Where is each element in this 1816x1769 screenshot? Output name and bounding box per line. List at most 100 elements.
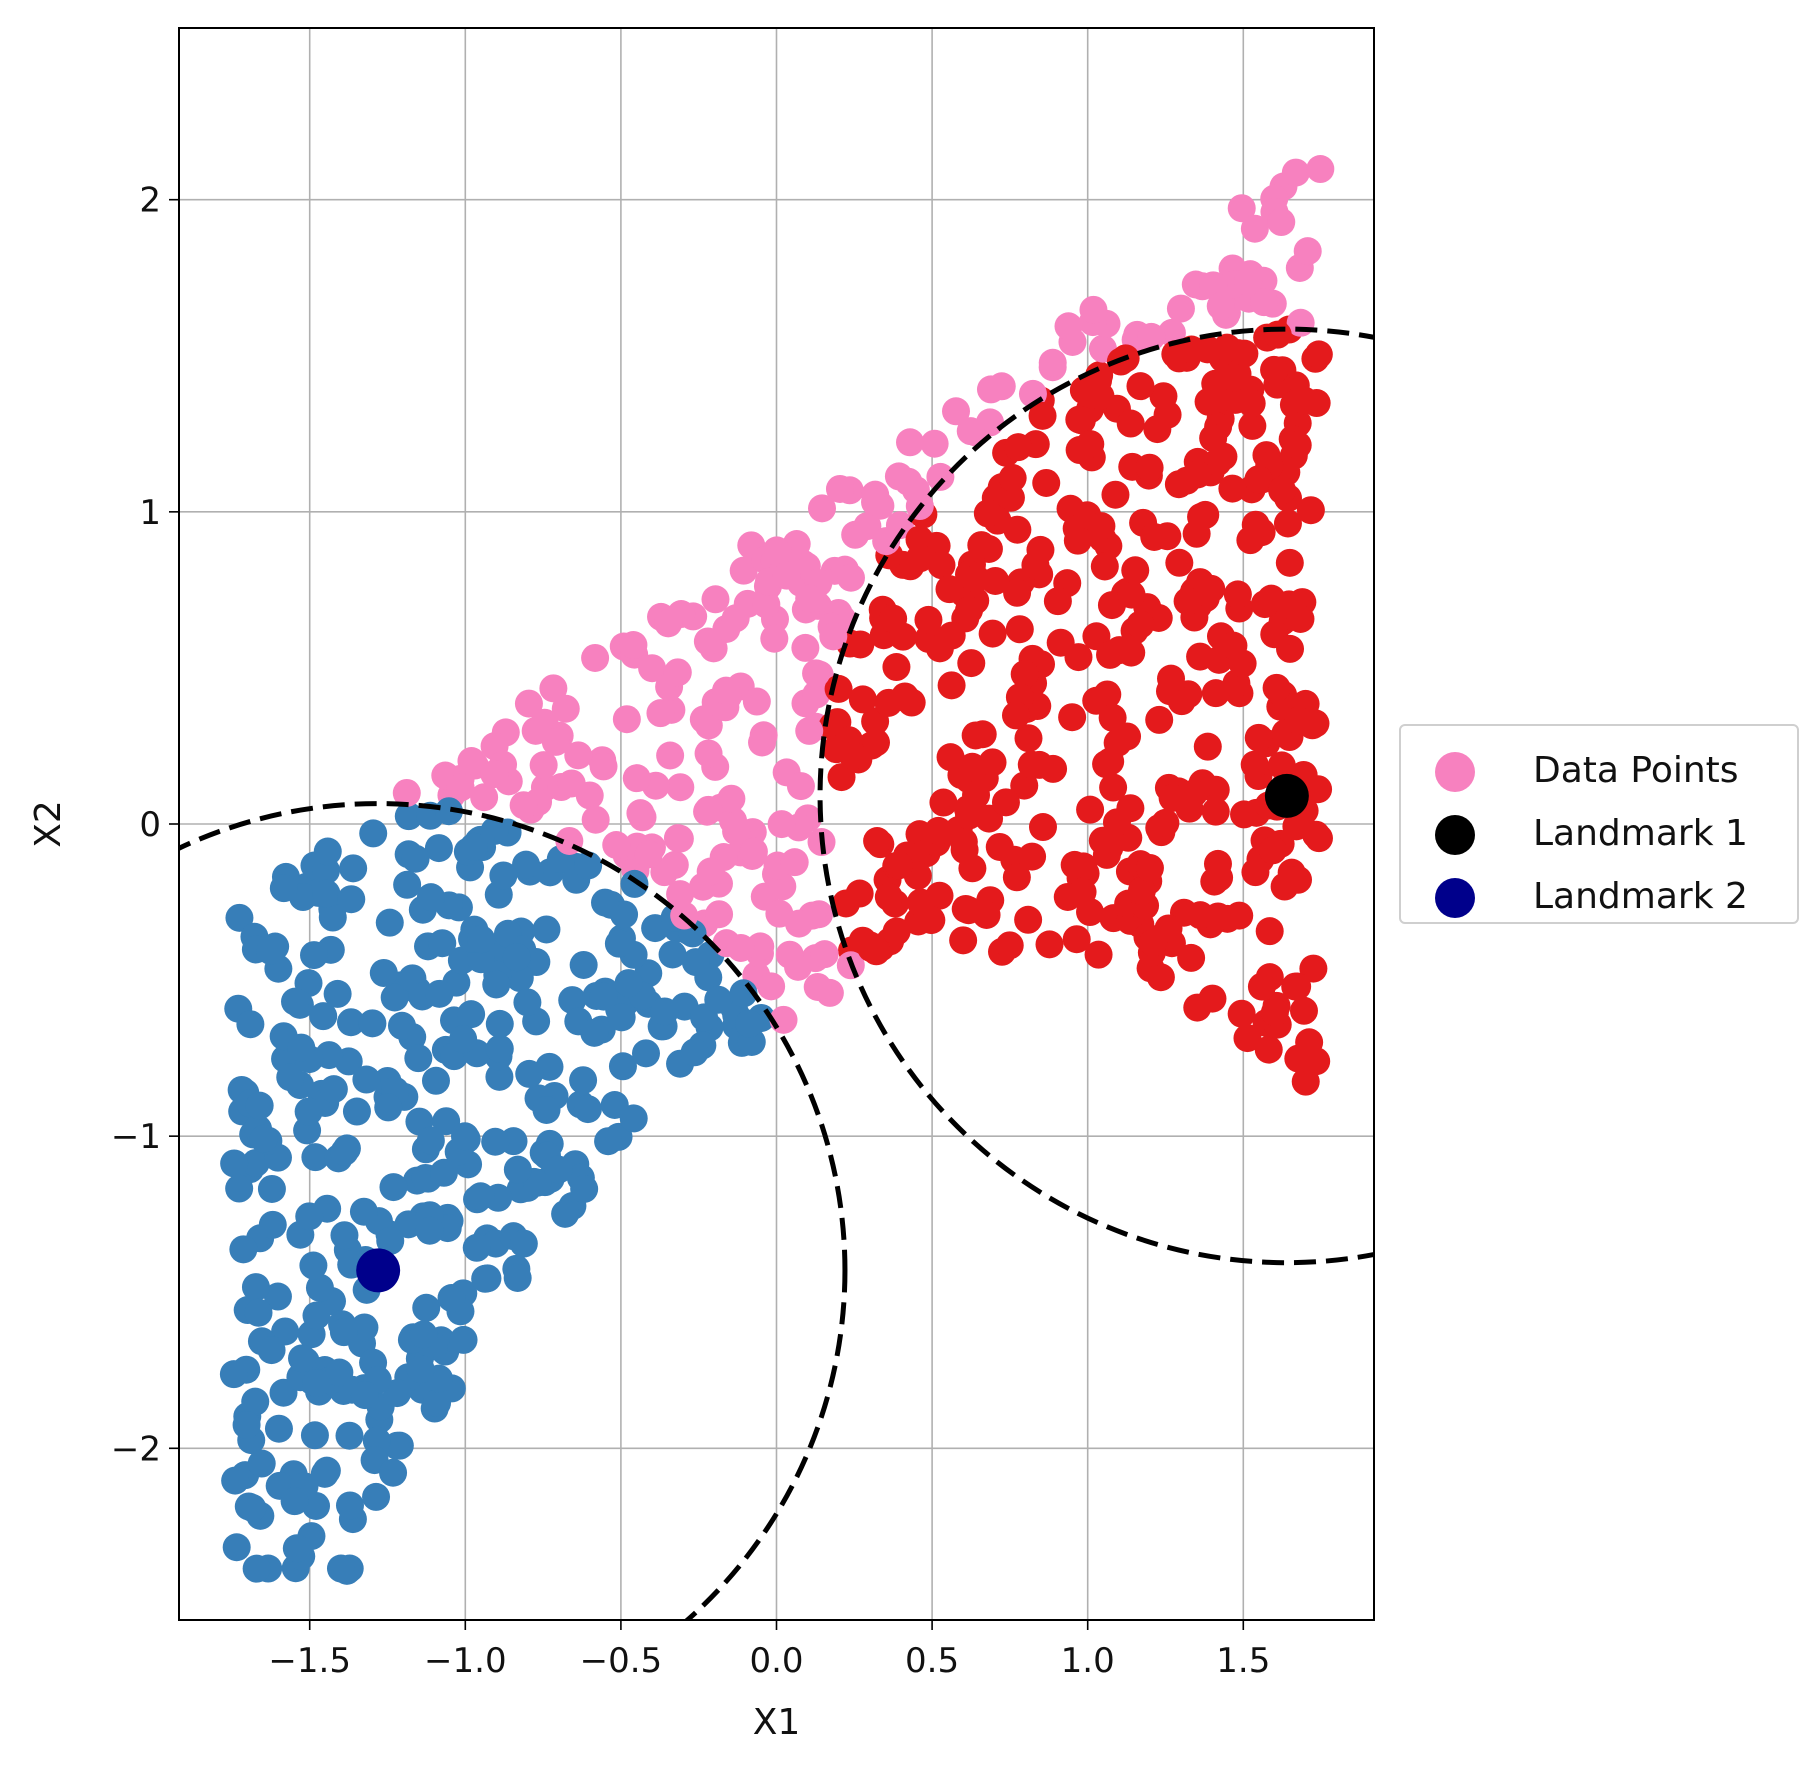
data-point-near-landmark-2	[301, 1143, 330, 1172]
data-point-near-landmark-2	[503, 1263, 532, 1292]
data-point-near-landmark-2	[362, 1482, 391, 1511]
data-point-near-landmark-2	[242, 1554, 271, 1583]
data-point	[589, 752, 618, 781]
data-point-near-landmark-1	[1219, 631, 1248, 660]
data-point-near-landmark-2	[620, 869, 649, 898]
data-point-near-landmark-2	[379, 1173, 408, 1202]
data-point-near-landmark-1	[1014, 905, 1043, 934]
data-point-near-landmark-2	[532, 1095, 561, 1124]
data-point-near-landmark-1	[1146, 963, 1175, 992]
data-point-near-landmark-2	[415, 1216, 444, 1245]
data-point-near-landmark-1	[962, 564, 991, 593]
data-point-near-landmark-2	[457, 1000, 486, 1029]
data-point	[1306, 155, 1335, 184]
data-point-near-landmark-1	[1067, 406, 1096, 435]
data-point-near-landmark-1	[1289, 996, 1318, 1025]
data-point-near-landmark-1	[1063, 526, 1092, 555]
data-point	[763, 538, 792, 567]
y-tick-label: −1	[111, 1117, 161, 1157]
data-point-near-landmark-2	[380, 983, 409, 1012]
data-point-near-landmark-1	[906, 888, 935, 917]
data-point-near-landmark-1	[1187, 502, 1216, 531]
data-point-near-landmark-1	[1157, 664, 1186, 693]
data-point	[1234, 267, 1263, 296]
data-point-near-landmark-1	[925, 634, 954, 663]
data-point-near-landmark-1	[937, 671, 966, 700]
data-point-near-landmark-1	[1101, 480, 1130, 509]
data-point-near-landmark-1	[1304, 775, 1333, 804]
data-point-near-landmark-2	[232, 1410, 261, 1439]
data-point-near-landmark-1	[1290, 386, 1319, 415]
data-point-near-landmark-1	[1121, 556, 1150, 585]
data-point-near-landmark-1	[1135, 453, 1164, 482]
data-point-near-landmark-2	[339, 854, 368, 883]
data-point	[557, 769, 586, 798]
data-point-near-landmark-2	[509, 1229, 538, 1258]
data-point-near-landmark-2	[600, 1091, 629, 1120]
data-point-near-landmark-2	[558, 986, 587, 1015]
landmark-radius-circles	[179, 326, 1374, 1620]
data-point	[666, 773, 695, 802]
data-point-near-landmark-2	[466, 1182, 495, 1211]
data-point-near-landmark-2	[375, 908, 404, 937]
data-point-near-landmark-2	[241, 1387, 270, 1416]
data-point-near-landmark-2	[580, 1018, 609, 1047]
data-point-near-landmark-1	[1164, 470, 1193, 499]
data-point-near-landmark-1	[1117, 580, 1146, 609]
data-point-near-landmark-2	[425, 979, 454, 1008]
data-point	[810, 940, 839, 969]
data-point-near-landmark-1	[1087, 512, 1116, 541]
data-point	[757, 972, 786, 1001]
data-point-near-landmark-2	[589, 982, 618, 1011]
data-point	[457, 747, 486, 776]
data-point-near-landmark-1	[936, 743, 965, 772]
data-point-near-landmark-1	[884, 851, 913, 880]
data-point-near-landmark-2	[467, 925, 496, 954]
data-point-near-landmark-2	[337, 885, 366, 914]
data-point	[920, 429, 949, 458]
data-point-near-landmark-1	[955, 596, 984, 625]
data-point-near-landmark-2	[281, 987, 310, 1016]
data-point-near-landmark-1	[1227, 999, 1256, 1028]
data-point-near-landmark-1	[1105, 636, 1134, 665]
data-point-near-landmark-2	[276, 1063, 305, 1092]
data-point-near-landmark-2	[221, 1466, 250, 1495]
data-point	[752, 590, 781, 619]
data-point-near-landmark-2	[329, 1318, 358, 1347]
data-point-near-landmark-1	[1099, 773, 1128, 802]
y-tick-label: 1	[139, 493, 161, 533]
data-point-near-landmark-1	[1254, 1035, 1283, 1064]
data-point	[581, 805, 610, 834]
data-point-near-landmark-1	[1296, 496, 1325, 525]
legend-item-landmark-1: Landmark 1	[1401, 805, 1797, 865]
data-point-near-landmark-2	[394, 1210, 423, 1239]
data-point-near-landmark-2	[358, 1009, 387, 1038]
data-point	[696, 857, 725, 886]
x-tick-label: −1.5	[268, 1641, 351, 1681]
data-point-near-landmark-1	[1135, 853, 1164, 882]
data-point-near-landmark-1	[1151, 808, 1180, 837]
data-point-near-landmark-1	[1204, 902, 1233, 931]
data-point	[663, 824, 692, 853]
data-point-near-landmark-2	[294, 1097, 323, 1126]
data-point-near-landmark-1	[1084, 940, 1113, 969]
data-point-near-landmark-2	[401, 844, 430, 873]
landmark-2-marker	[356, 1248, 401, 1293]
data-point-near-landmark-1	[1284, 865, 1313, 894]
data-point	[638, 654, 667, 683]
data-point-near-landmark-2	[437, 1284, 466, 1313]
data-point-near-landmark-1	[882, 917, 911, 946]
data-point-near-landmark-1	[1127, 877, 1156, 906]
data-point-near-landmark-2	[424, 834, 453, 863]
data-point	[825, 474, 854, 503]
data-point-near-landmark-2	[704, 985, 733, 1014]
data-point-near-landmark-1	[882, 653, 911, 682]
data-point-near-landmark-1	[1158, 783, 1187, 812]
data-point-near-landmark-2	[570, 1174, 599, 1203]
data-point-near-landmark-1	[1247, 972, 1276, 1001]
data-point	[392, 778, 421, 807]
data-point-near-landmark-1	[978, 748, 1007, 777]
data-point-near-landmark-2	[229, 1235, 258, 1264]
data-point	[742, 687, 771, 716]
data-point-near-landmark-2	[249, 1124, 278, 1153]
